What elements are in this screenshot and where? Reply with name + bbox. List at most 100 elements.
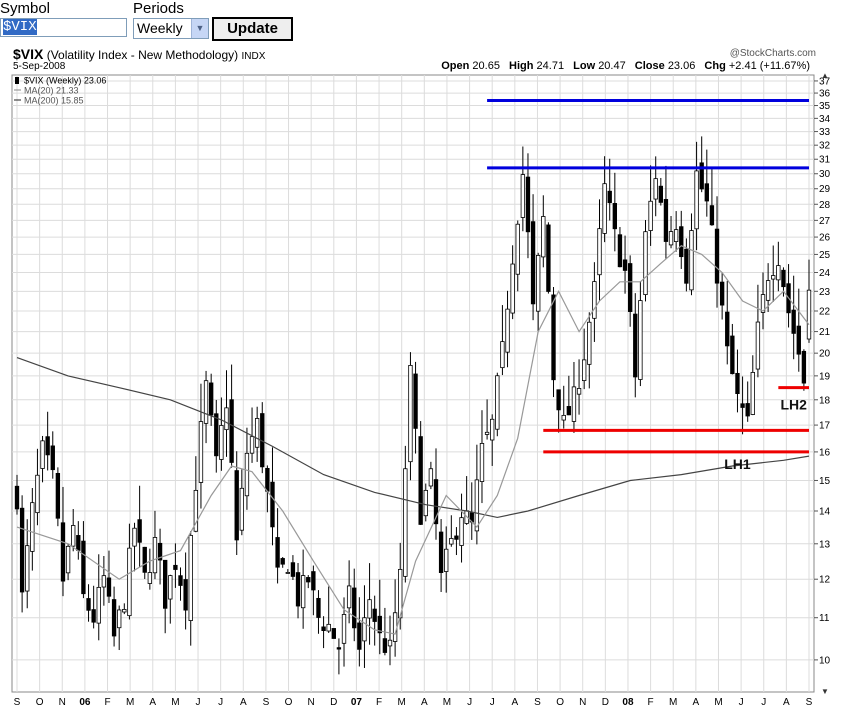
candle-body — [561, 414, 566, 421]
candle-body — [91, 609, 96, 623]
x-tick-label: M — [443, 697, 451, 708]
x-tick-label: F — [376, 697, 382, 708]
ma200-line — [16, 357, 810, 519]
candle — [495, 372, 500, 437]
low-value: 20.47 — [598, 60, 626, 72]
candle — [750, 355, 755, 416]
candle-body — [14, 485, 20, 510]
x-tick-label: M — [669, 697, 677, 708]
x-tick-label: D — [330, 697, 337, 708]
candle — [321, 616, 326, 649]
high-value: 24.71 — [536, 60, 565, 72]
candle-body — [704, 183, 709, 202]
candle-body — [229, 399, 234, 463]
candle-body — [295, 572, 301, 607]
candle — [576, 359, 582, 415]
candle — [275, 508, 280, 584]
symbol-input[interactable]: $VIX — [0, 18, 127, 37]
x-tick-label: A — [421, 697, 428, 708]
candle — [403, 445, 408, 583]
candle — [484, 399, 490, 440]
candle-body — [454, 535, 459, 540]
candle — [418, 421, 423, 526]
candle — [306, 575, 311, 589]
candle-body — [709, 205, 715, 226]
candle — [638, 281, 643, 387]
y-tick-label: 17 — [819, 421, 831, 432]
candle — [352, 568, 357, 642]
candle — [454, 527, 459, 556]
y-tick-label: 18 — [819, 395, 831, 406]
candle — [96, 554, 101, 641]
candle — [689, 213, 694, 296]
candle — [668, 216, 674, 249]
periods-label: Periods — [133, 0, 184, 17]
candle-body — [219, 425, 224, 460]
x-tick-label: J — [761, 697, 766, 708]
candle-body — [684, 248, 689, 284]
grid-lines — [12, 75, 814, 692]
candle-body — [551, 294, 556, 381]
candle-body — [490, 418, 495, 441]
candle — [597, 199, 602, 302]
candle-body — [474, 479, 480, 532]
candle — [244, 427, 250, 510]
candle-body — [408, 364, 413, 463]
x-tick-label: J — [739, 697, 744, 708]
candle-body — [254, 418, 260, 448]
candle — [551, 287, 556, 398]
candle — [239, 469, 245, 536]
candle — [290, 555, 296, 580]
candle — [71, 509, 76, 552]
candle — [183, 552, 188, 630]
candle-body — [244, 452, 250, 497]
candle-body — [300, 575, 306, 609]
candle — [173, 543, 178, 588]
ohlc-readout: Open 20.65 High 24.71 Low 20.47 Close 23… — [441, 60, 816, 72]
chart-date: 5-Sep-2008 — [13, 61, 66, 72]
candle — [730, 323, 735, 375]
candle-body — [147, 572, 153, 584]
candle — [587, 312, 592, 389]
candle — [188, 531, 193, 646]
candle — [357, 597, 362, 667]
y-tick-label: 24 — [819, 268, 831, 279]
candle-body — [525, 176, 531, 233]
candle — [111, 586, 117, 647]
candle — [152, 510, 158, 580]
candle — [581, 328, 587, 390]
candle-body — [530, 221, 536, 305]
periods-select[interactable]: Weekly ▼ — [133, 18, 209, 39]
candle — [719, 272, 725, 320]
scroll-down-icon: ▼ — [821, 687, 829, 696]
candle — [214, 399, 219, 473]
candle — [633, 293, 638, 398]
x-tick-label: J — [218, 697, 223, 708]
candle — [745, 381, 750, 422]
candle-body — [730, 335, 735, 375]
y-tick-label: 29 — [819, 184, 831, 195]
periods-select-value: Weekly — [137, 20, 183, 36]
candle-body — [157, 542, 163, 561]
candle — [428, 461, 434, 490]
candle — [536, 252, 541, 331]
y-tick-label: 12 — [819, 575, 831, 586]
candle — [479, 410, 485, 504]
candle-body — [714, 228, 720, 284]
candle — [408, 352, 413, 481]
candle — [801, 349, 807, 391]
candle — [101, 555, 107, 606]
y-axis: 10 11 12 13 14 15 16 17 18 19 20 21 22 23 24 25 26 27 28 29… — [814, 71, 831, 696]
y-tick-label: 32 — [819, 141, 831, 152]
candle — [122, 603, 127, 615]
candle-body — [76, 535, 81, 551]
candle-body — [699, 162, 704, 190]
candle — [311, 565, 316, 616]
candle — [413, 361, 418, 454]
candle-body — [198, 421, 204, 483]
update-button[interactable]: Update — [212, 17, 293, 41]
candle-body — [806, 289, 812, 340]
candle-body — [750, 372, 755, 415]
candle-body — [679, 226, 684, 258]
candle — [520, 146, 526, 232]
